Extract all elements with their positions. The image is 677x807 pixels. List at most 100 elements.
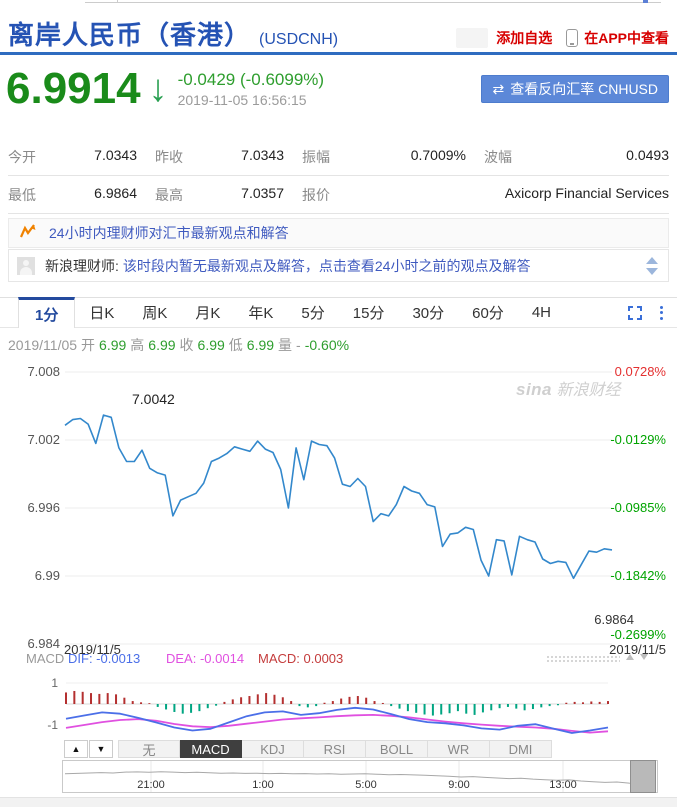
last-price: 6.9914 — [6, 64, 141, 113]
svg-text:-0.0129%: -0.0129% — [610, 432, 666, 447]
scroll-up-icon[interactable] — [646, 256, 658, 264]
stat-最低: 最低 6.9864 — [8, 176, 155, 214]
svg-text:7.002: 7.002 — [27, 432, 60, 447]
indicator-tab-WR[interactable]: WR — [428, 740, 490, 758]
quote-block: 6.9914 ↓ -0.0429 (-0.6099%) 2019-11-05 1… — [6, 58, 671, 120]
macd-dea-value: DEA: -0.0014 — [166, 651, 245, 666]
indicator-tab-BOLL[interactable]: BOLL — [366, 740, 428, 758]
top-search-bar-partial — [85, 0, 661, 3]
fullscreen-icon[interactable] — [628, 305, 642, 320]
svg-text:-1: -1 — [47, 718, 58, 732]
avatar — [17, 256, 35, 275]
period-tab-月K[interactable]: 月K — [195, 305, 221, 322]
macd-legend-row: MACD DIF: -0.0013 DEA: -0.0014 MACD: 0.0… — [0, 651, 677, 667]
svg-text:-0.0985%: -0.0985% — [610, 500, 666, 515]
period-tab-bar: 1分 日K 周K 月K 年K 5分 15分 30分 60分 4H — [0, 297, 677, 328]
phone-icon — [566, 29, 579, 47]
svg-text:7.0042: 7.0042 — [132, 391, 175, 407]
stat-报价: 报价 Axicorp Financial Services — [302, 176, 669, 214]
view-in-app-link[interactable]: 在APP中查看 — [584, 30, 669, 46]
macd-macd-value: MACD: 0.0003 — [258, 651, 344, 666]
pane-resize-handle[interactable] — [546, 655, 620, 662]
period-tab-60分[interactable]: 60分 — [472, 305, 504, 322]
sina-watermark: sina 新浪财经 — [516, 380, 621, 399]
scroll-down-icon[interactable] — [646, 267, 658, 275]
stat-今开: 今开 7.0343 — [8, 138, 155, 176]
navigator-mini-chart — [64, 761, 654, 792]
advisor-message: 该时段内暂无最新观点及解答，点击查看24小时之前的观点及解答 — [122, 257, 531, 274]
header: 离岸人民币（香港） (USDCNH) 添加自选 在APP中查看 — [8, 16, 669, 52]
pane-down-icon[interactable] — [640, 654, 648, 660]
ohlc-segment: 低 — [228, 337, 243, 353]
symbol-code: (USDCNH) — [259, 31, 339, 48]
advisor-scroll-arrows[interactable] — [646, 256, 658, 275]
indicator-up-button[interactable]: ▲ — [64, 740, 88, 758]
ohlc-segment: 6.99 — [148, 337, 176, 353]
indicator-tab-MACD[interactable]: MACD — [180, 740, 242, 758]
svg-text:2019/11/5: 2019/11/5 — [64, 642, 121, 657]
period-tab-年K[interactable]: 年K — [248, 305, 274, 322]
navigator-time-label: 5:00 — [355, 779, 377, 791]
ohlc-segment: 量 — [278, 337, 293, 353]
svg-text:-0.1842%: -0.1842% — [610, 568, 666, 583]
pane-collapse-arrows[interactable] — [626, 654, 648, 660]
stat-振幅: 振幅 0.7009% — [302, 138, 484, 176]
svg-text:2019/11/5: 2019/11/5 — [609, 642, 666, 657]
indicator-tab-RSI[interactable]: RSI — [304, 740, 366, 758]
period-tab-1分[interactable]: 1分 — [18, 297, 76, 328]
navigator-slider-handle[interactable] — [630, 760, 656, 793]
svg-text:1: 1 — [51, 676, 58, 690]
stat-昨收: 昨收 7.0343 — [155, 138, 302, 176]
period-tab-30分[interactable]: 30分 — [412, 305, 445, 322]
header-underline — [0, 52, 677, 55]
svg-text:6.99: 6.99 — [35, 568, 60, 583]
advisor-headline: 24小时内理财师对汇市最新观点和解答 — [49, 225, 289, 241]
price-change: -0.0429 (-0.6099%) — [177, 69, 325, 89]
macd-pane-label: MACD — [26, 651, 65, 666]
macd-indicator-chart: 1 -1 — [47, 676, 609, 734]
ohlc-segment: -0.60% — [304, 337, 350, 353]
more-options-icon[interactable] — [660, 305, 663, 320]
reverse-rate-button[interactable]: ⇄ 查看反向汇率 CNHUSD — [481, 75, 669, 103]
page-title: 离岸人民币（香港） — [8, 20, 252, 50]
swap-icon: ⇄ — [492, 80, 505, 97]
pane-up-icon[interactable] — [626, 654, 634, 660]
navigator-time-label: 21:00 — [137, 779, 165, 791]
svg-text:6.984: 6.984 — [27, 636, 60, 651]
indicator-tab-无[interactable]: 无 — [118, 740, 180, 758]
top-bar-blue-fragment — [643, 0, 648, 3]
indicator-down-button[interactable]: ▼ — [89, 740, 113, 758]
ohlc-segment: 6.99 — [99, 337, 127, 353]
period-tab-5分[interactable]: 5分 — [301, 305, 325, 322]
ohlc-segment: 收 — [179, 337, 194, 353]
add-watchlist-button[interactable]: 添加自选 — [496, 30, 553, 46]
svg-text:6.996: 6.996 — [27, 500, 60, 515]
stat-波幅: 波幅 0.0493 — [484, 138, 669, 176]
period-tab-15分[interactable]: 15分 — [352, 305, 385, 322]
down-arrow-icon: ↓ — [148, 67, 168, 110]
macd-dif-value: DIF: -0.0013 — [68, 651, 141, 666]
advisor-message-bar[interactable]: 新浪理财师: 该时段内暂无最新观点及解答，点击查看24小时之前的观点及解答 — [8, 249, 669, 282]
price-line-chart: 7.008 7.002 6.996 6.99 6.984 0.0728% -0.0129% -… — [27, 364, 667, 657]
indicator-tab-KDJ[interactable]: KDJ — [242, 740, 304, 758]
ohlc-segment: 6.99 — [197, 337, 225, 353]
navigator-time-label: 1:00 — [252, 779, 274, 791]
svg-text:0.0728%: 0.0728% — [615, 364, 667, 379]
ohlc-info-line: 2019/11/05 开 6.99 高 6.99 收 6.99 低 6.99 量 - -0.60% — [8, 335, 353, 355]
stats-table: 今开 7.0343 昨收 7.0343 振幅 0.7009% 波幅 0.0493 最低 6.986… — [8, 138, 669, 214]
trend-check-icon — [19, 224, 36, 238]
period-tab-4H[interactable]: 4H — [531, 304, 551, 321]
advisor-headline-bar[interactable]: 24小时内理财师对汇市最新观点和解答 — [8, 218, 669, 248]
period-tab-日K[interactable]: 日K — [89, 305, 115, 322]
watchlist-icon-placeholder — [456, 28, 489, 48]
time-navigator[interactable]: 21:00 1:00 5:00 9:00 13:00 — [62, 760, 658, 793]
ohlc-segment: 2019/11/05 — [8, 337, 78, 353]
ohlc-segment: - — [296, 337, 301, 353]
period-tab-周K[interactable]: 周K — [142, 305, 168, 322]
quote-timestamp: 2019-11-05 16:56:15 — [177, 91, 307, 108]
svg-text:6.9864: 6.9864 — [594, 612, 634, 627]
indicator-tab-DMI[interactable]: DMI — [490, 740, 552, 758]
top-bar-divider — [117, 0, 118, 3]
footer-strip — [0, 797, 677, 807]
ohlc-segment: 开 — [81, 337, 96, 353]
